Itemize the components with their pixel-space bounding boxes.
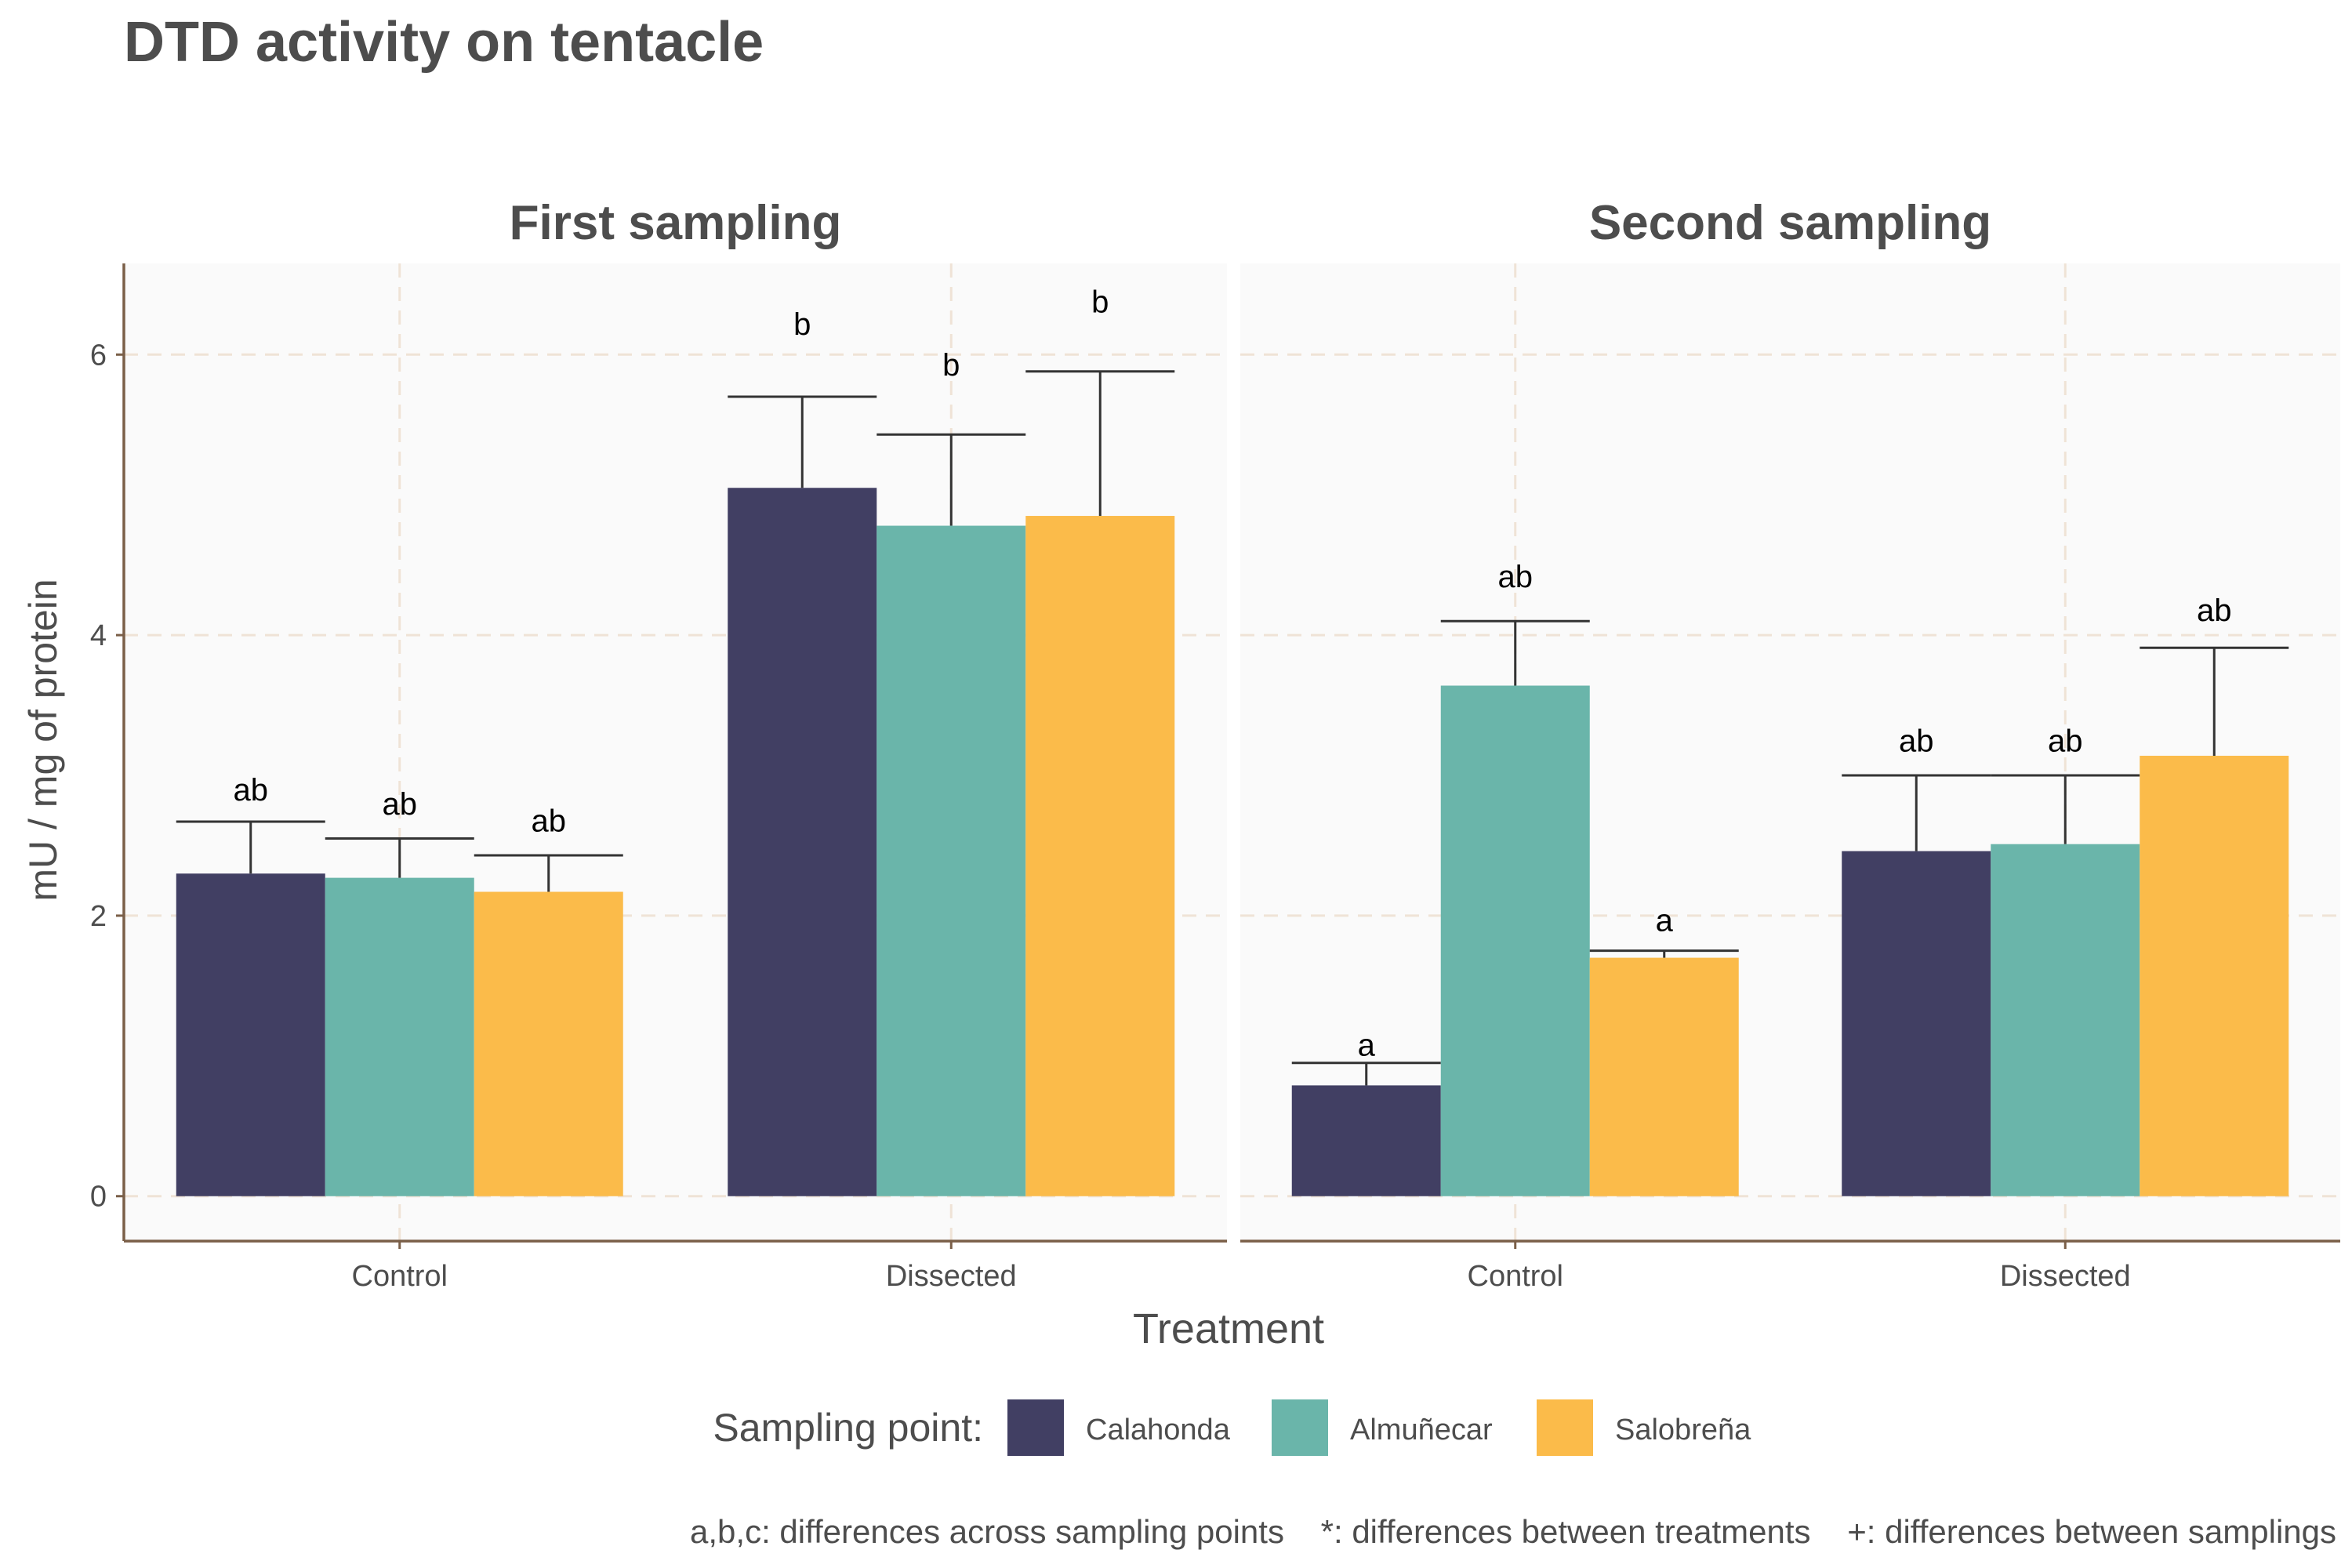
y-tick-label: 2	[90, 900, 107, 933]
legend-label-calahonda: Calahonda	[1086, 1414, 1231, 1446]
significance-label: a	[1358, 1029, 1376, 1063]
significance-label: ab	[532, 804, 567, 838]
y-axis-title: mU / mg of protein	[21, 579, 65, 901]
significance-label: ab	[234, 773, 269, 808]
significance-label: ab	[1899, 724, 1934, 758]
significance-label: b	[942, 348, 960, 383]
bar-almunecar-dissected	[877, 525, 1026, 1196]
legend-label-salobrena: Salobreña	[1615, 1414, 1751, 1446]
x-tick-label-control: Control	[352, 1260, 448, 1293]
y-tick-label: 0	[90, 1181, 107, 1214]
y-tick-label: 4	[90, 619, 107, 652]
bar-almunecar-control	[1440, 685, 1590, 1196]
bar-calahonda-control	[176, 873, 325, 1196]
bar-almunecar-dissected	[1991, 844, 2140, 1196]
significance-label: ab	[1498, 560, 1534, 594]
significance-label: ab	[2048, 724, 2083, 758]
x-tick-label-dissected: Dissected	[2000, 1260, 2131, 1293]
x-tick-label-control: Control	[1468, 1260, 1564, 1293]
significance-label: ab	[383, 787, 418, 822]
bar-calahonda-dissected	[728, 488, 877, 1196]
bar-salobrena-control	[1589, 957, 1739, 1196]
footnote: a,b,c: differences across sampling point…	[690, 1513, 2336, 1550]
significance-label: b	[1091, 285, 1109, 319]
legend-swatch-almunecar	[1272, 1399, 1328, 1456]
chart-title: DTD activity on tentacle	[124, 11, 764, 74]
bar-almunecar-control	[325, 877, 474, 1196]
significance-label: ab	[2197, 593, 2232, 628]
facet-label-second-sampling: Second sampling	[1589, 196, 1991, 250]
bar-salobrena-dissected	[1025, 516, 1175, 1196]
legend: Calahonda Almuñecar Salobreña	[1007, 1399, 1751, 1456]
significance-label: b	[793, 307, 811, 342]
bar-calahonda-dissected	[1842, 851, 1991, 1196]
legend-title: Sampling point:	[713, 1406, 983, 1450]
x-axis-title: Treatment	[1133, 1305, 1324, 1352]
bar-calahonda-control	[1291, 1085, 1441, 1196]
x-tick-label-dissected: Dissected	[886, 1260, 1017, 1293]
plot-layer: First sampling ab b ab b ab b Control Dissected 0…	[90, 196, 2340, 1293]
legend-swatch-calahonda	[1007, 1399, 1064, 1456]
legend-label-almunecar: Almuñecar	[1350, 1414, 1493, 1446]
bar-salobrena-control	[474, 891, 623, 1196]
bar-salobrena-dissected	[2140, 755, 2289, 1196]
significance-label: a	[1656, 903, 1674, 938]
legend-swatch-salobrena	[1537, 1399, 1593, 1456]
y-tick-label: 6	[90, 339, 107, 372]
facet-label-first-sampling: First sampling	[510, 196, 842, 250]
